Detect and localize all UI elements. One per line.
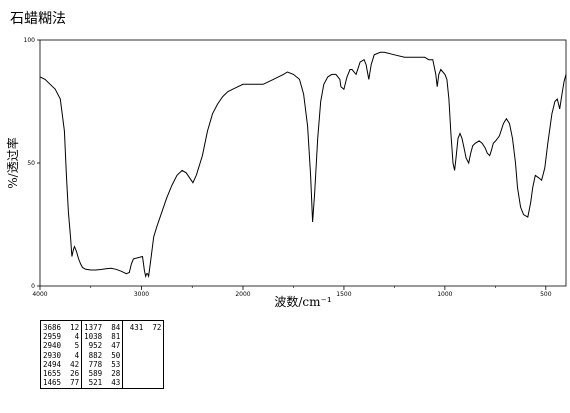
peak-table-column: 431 72	[122, 319, 165, 390]
chart-title: 石蜡糊法	[10, 11, 66, 27]
peak-entry: 1655 26	[43, 369, 80, 379]
peak-entry: 1377 84	[84, 323, 121, 332]
x-axis-label: 波数/cm⁻¹	[274, 294, 331, 309]
peak-entry: 778 53	[84, 359, 121, 369]
x-tick-label: 1000	[437, 291, 452, 298]
peak-entry: 521 43	[84, 378, 121, 388]
peak-table-column: 3686 12 2959 4 2940 5 2930 4 2494 42 1655 26 1…	[39, 319, 83, 390]
series-line	[39, 51, 567, 279]
x-tick-label: 1500	[336, 291, 351, 298]
peak-entry: 1465 77	[43, 378, 80, 388]
peak-entry: 952 47	[84, 341, 121, 351]
y-tick-label: 50	[27, 160, 35, 167]
peak-table-column: 1377 84 1038 81 952 47 882 50 778 53 589 …	[81, 319, 124, 390]
peak-entry: 2959 4	[43, 332, 80, 342]
peak-entry: 2930 4	[43, 350, 80, 360]
x-tick-label: 2000	[235, 291, 250, 298]
x-tick-label: 3000	[134, 291, 149, 298]
peak-table: 3686 12 2959 4 2940 5 2930 4 2494 42 1655 26 1…	[39, 319, 165, 390]
peak-entry: 3686 12	[43, 323, 80, 332]
peak-entry: 2940 5	[43, 341, 80, 351]
y-tick-label: 0	[31, 283, 35, 290]
y-axis: 100 50 0	[24, 37, 40, 290]
plot-frame	[39, 39, 567, 287]
peak-entry: 1038 81	[84, 332, 121, 342]
x-axis: 4000 3000 2000 1500 1000 500	[32, 286, 552, 298]
x-tick-label: 500	[540, 291, 552, 298]
y-axis-label: %/透过率	[5, 137, 20, 188]
peak-entry: 882 50	[84, 350, 121, 360]
peak-entry: 431 72	[125, 323, 162, 332]
peak-entry: 589 28	[84, 369, 121, 379]
x-tick-label: 4000	[32, 291, 47, 298]
y-tick-label: 100	[24, 37, 36, 44]
peak-entry: 2494 42	[43, 359, 80, 369]
